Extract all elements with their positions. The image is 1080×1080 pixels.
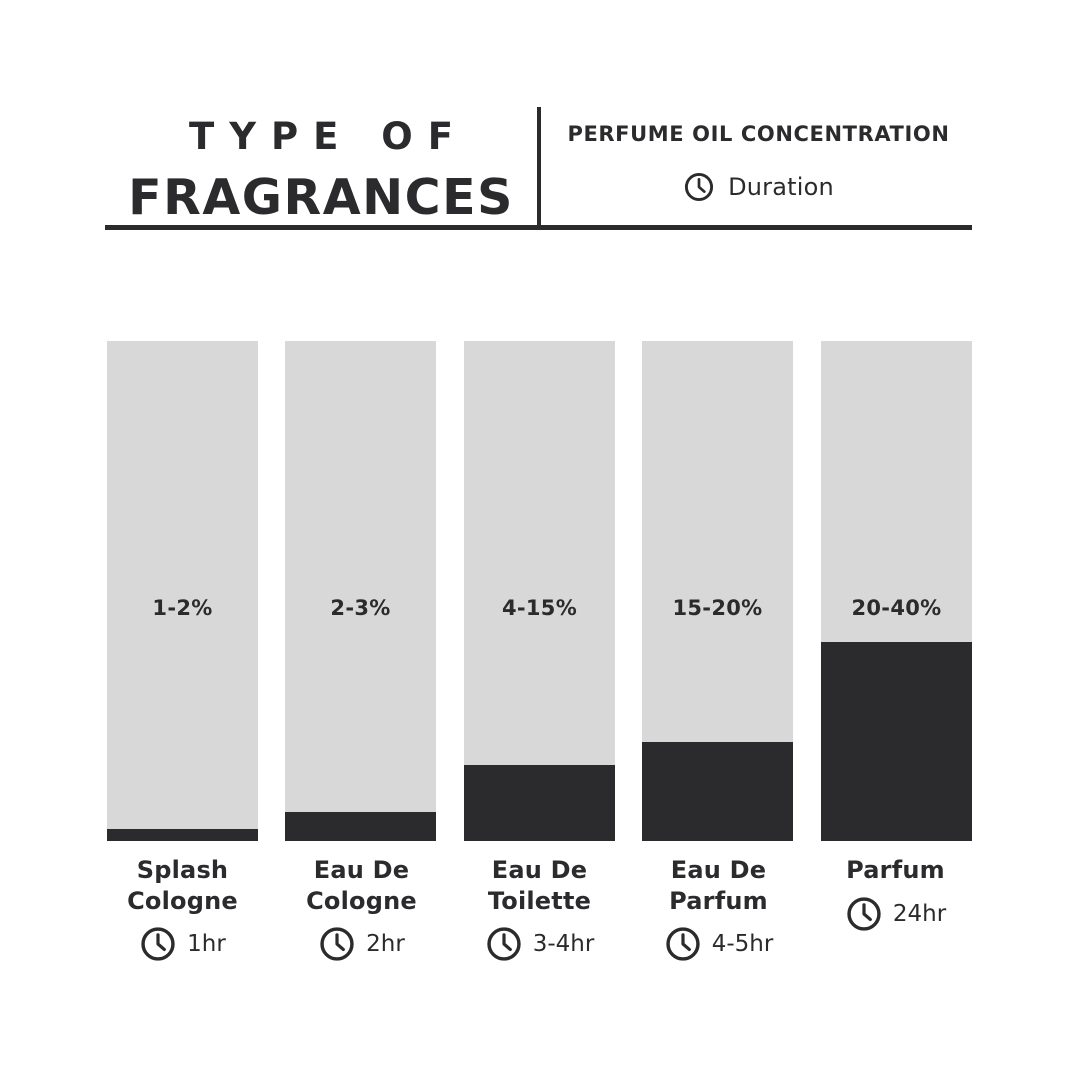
bar-fill	[285, 812, 436, 841]
subheader-block: PERFUME OIL CONCENTRATION Duration	[545, 100, 972, 225]
category-name: Splash Cologne	[95, 855, 270, 916]
duration-value: 2hr	[366, 931, 405, 958]
category-duration: 24hr	[808, 895, 983, 933]
category-name-line: Cologne	[127, 886, 238, 915]
bar-track	[464, 341, 615, 841]
category-name-line: Toilette	[487, 886, 592, 915]
bar-fill	[642, 742, 793, 841]
category-name-line: Eau De	[670, 856, 767, 884]
category-name-line: Splash	[136, 856, 229, 884]
bar-track	[285, 341, 436, 841]
bar-column-splash-cologne[interactable]: 1-2%	[107, 341, 258, 841]
category-duration: 3-4hr	[452, 925, 627, 963]
bar-fill	[107, 829, 258, 841]
clock-icon	[845, 895, 883, 933]
bar-percent-label: 15-20%	[672, 596, 763, 620]
bar-column-parfum[interactable]: 20-40%	[821, 341, 972, 841]
bar-column-eau-de-toilette[interactable]: 4-15%	[464, 341, 615, 841]
clock-icon	[683, 171, 715, 203]
header: TYPE OF FRAGRANCES PERFUME OIL CONCENTRA…	[105, 100, 972, 230]
category-label-splash-cologne: Splash Cologne 1hr	[95, 855, 270, 963]
duration-value: 3-4hr	[532, 931, 595, 958]
category-name: Eau De Parfum	[631, 855, 806, 916]
category-name-line: Parfum	[846, 856, 945, 884]
bar-percent-label: 1-2%	[152, 596, 213, 620]
clock-icon	[664, 925, 702, 963]
clock-icon	[139, 925, 177, 963]
category-name-line: Eau De	[491, 856, 588, 884]
duration-value: 1hr	[187, 931, 226, 958]
bar-percent-label: 2-3%	[330, 596, 391, 620]
bar-chart: 1-2% 2-3% 4-15% 15-20% 20-40%	[107, 341, 972, 841]
subheader-title: PERFUME OIL CONCENTRATION	[567, 122, 950, 146]
category-duration: 1hr	[95, 925, 270, 963]
category-name: Eau De Toilette	[452, 855, 627, 916]
category-name: Eau De Cologne	[274, 855, 449, 916]
category-name-line: Cologne	[306, 886, 417, 915]
bar-percent-label: 20-40%	[851, 596, 942, 620]
duration-legend: Duration	[545, 145, 972, 203]
category-label-parfum: Parfum 24hr	[808, 855, 983, 933]
page-title-line2: FRAGRANCES	[128, 169, 514, 226]
bar-fill	[821, 642, 972, 841]
clock-icon	[485, 925, 523, 963]
category-duration: 2hr	[274, 925, 449, 963]
header-horizontal-rule	[105, 225, 972, 230]
bar-fill	[464, 765, 615, 841]
clock-icon	[318, 925, 356, 963]
bar-percent-label: 4-15%	[501, 596, 578, 620]
category-name: Parfum	[808, 855, 983, 886]
category-label-eau-de-toilette: Eau De Toilette 3-4hr	[452, 855, 627, 963]
category-label-eau-de-cologne: Eau De Cologne 2hr	[274, 855, 449, 963]
bar-track	[107, 341, 258, 841]
bar-column-eau-de-cologne[interactable]: 2-3%	[285, 341, 436, 841]
bar-column-eau-de-parfum[interactable]: 15-20%	[642, 341, 793, 841]
category-duration: 4-5hr	[631, 925, 806, 963]
duration-value: 4-5hr	[711, 931, 774, 958]
duration-value: 24hr	[892, 900, 947, 927]
category-name-line: Parfum	[669, 886, 768, 915]
title-block: TYPE OF FRAGRANCES	[105, 100, 537, 225]
category-label-eau-de-parfum: Eau De Parfum 4-5hr	[631, 855, 806, 963]
duration-legend-label: Duration	[728, 173, 834, 201]
page-title-line1: TYPE OF	[188, 115, 469, 158]
category-name-line: Eau De	[313, 856, 410, 884]
header-vertical-divider	[537, 107, 541, 228]
